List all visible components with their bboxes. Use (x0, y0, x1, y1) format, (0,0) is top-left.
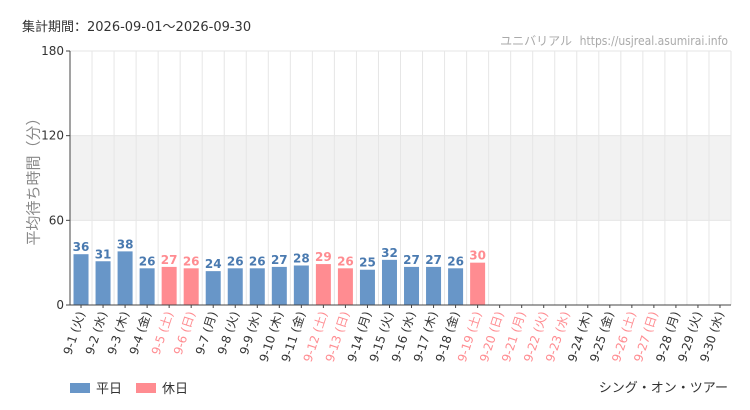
legend-item-weekday[interactable]: 平日 (70, 378, 122, 397)
bar-value-label: 28 (293, 251, 310, 265)
bar-value-label: 26 (249, 254, 266, 268)
bar-value-label: 30 (469, 249, 486, 263)
bar[interactable] (161, 266, 177, 305)
value-labels: 36 31 38 26 27 26 24 26 26 27 28 29 26 25 32 27 27 26 30 (73, 237, 486, 271)
chart-bars (73, 251, 486, 305)
bar[interactable] (73, 254, 89, 305)
bar-value-label: 31 (95, 247, 112, 261)
bar[interactable] (227, 268, 243, 305)
bar[interactable] (271, 266, 287, 305)
legend-label-weekday: 平日 (96, 382, 123, 397)
y-tick-label: 120 (41, 129, 64, 143)
chart-legend: 平日 休日 (70, 378, 188, 397)
bar[interactable] (470, 262, 486, 305)
bar[interactable] (381, 259, 397, 305)
y-tick-label: 60 (49, 213, 64, 227)
legend-label-holiday: 休日 (162, 382, 189, 397)
bar-value-label: 25 (359, 256, 376, 270)
y-axis-title: 平均待ち時間（分） (24, 110, 43, 246)
site-credit[interactable]: ユニバリアル https://usjreal.asumirai.info (500, 32, 728, 49)
bar[interactable] (315, 264, 331, 305)
bar-value-label: 32 (381, 246, 398, 260)
site-url[interactable]: https://usjreal.asumirai.info (579, 34, 728, 48)
bar[interactable] (95, 261, 111, 305)
bar-value-label: 38 (117, 237, 134, 251)
bar-value-label: 36 (73, 240, 90, 254)
bar-value-label: 27 (271, 253, 288, 267)
attraction-name: シング・オン・ツアー (598, 381, 728, 396)
bar[interactable] (426, 266, 442, 305)
y-tick-label: 0 (56, 298, 64, 312)
bar-value-label: 26 (183, 254, 200, 268)
chart-grid (69, 50, 732, 306)
bar[interactable] (293, 265, 309, 305)
bar[interactable] (183, 268, 199, 305)
bar-value-label: 27 (425, 253, 442, 267)
y-tick-labels: 0 60 120 180 (41, 44, 70, 312)
bar[interactable] (205, 271, 221, 305)
period-label: 集計期間：2026-09-01〜2026-09-30 (22, 20, 252, 35)
chart-axes (69, 51, 731, 306)
y-tick-label: 180 (41, 44, 64, 58)
legend-swatch-holiday (136, 382, 157, 393)
bar-value-label: 24 (205, 257, 222, 271)
bar-value-label: 26 (139, 254, 156, 268)
site-name: ユニバリアル (500, 34, 572, 48)
bar[interactable] (448, 268, 464, 305)
x-tick-labels: 9-1 (火)9-2 (水)9-3 (木)9-4 (金)9-5 (土)9-6 (… (61, 305, 727, 364)
bar-value-label: 27 (161, 253, 178, 267)
legend-item-holiday[interactable]: 休日 (136, 378, 188, 397)
bar-value-label: 26 (227, 254, 244, 268)
bar[interactable] (117, 251, 133, 305)
bar-value-label: 26 (337, 254, 354, 268)
legend-swatch-weekday (70, 382, 90, 393)
bar[interactable] (249, 268, 265, 305)
bar[interactable] (337, 268, 353, 305)
bar-value-label: 26 (447, 254, 464, 268)
bar[interactable] (404, 266, 420, 305)
bar[interactable] (359, 269, 375, 305)
bar-value-label: 29 (315, 250, 332, 264)
bar-value-label: 27 (403, 253, 420, 267)
bar[interactable] (139, 268, 155, 305)
